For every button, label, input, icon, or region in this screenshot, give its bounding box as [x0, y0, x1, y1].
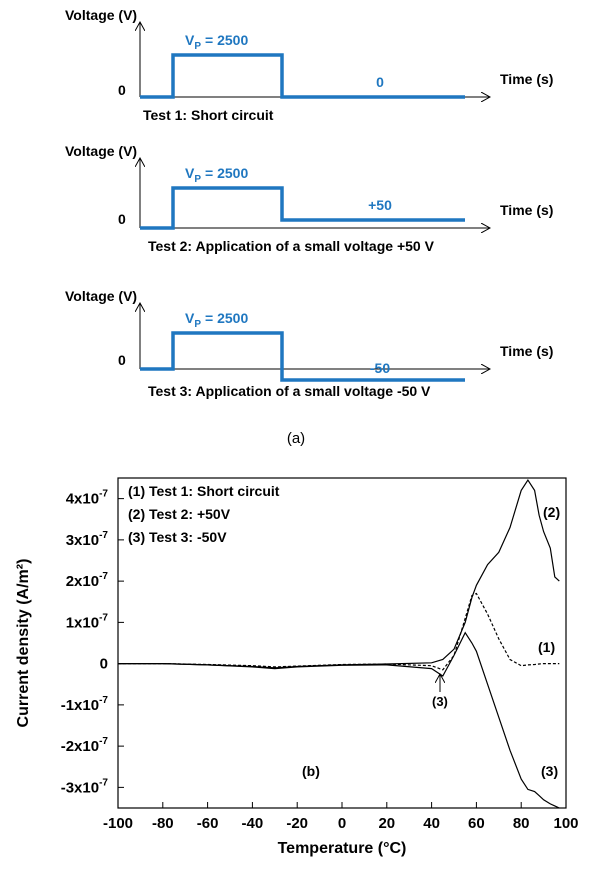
y-tick-label: 3x10-7: [66, 530, 109, 549]
y-tick-label: -1x10-7: [61, 695, 109, 714]
annotation: (3): [541, 763, 558, 779]
pulse-symbol: V: [185, 310, 195, 326]
y-axis-label: Voltage (V): [65, 288, 137, 304]
y-tick-label: 1x10-7: [66, 612, 109, 631]
y-axis-label: Current density (A/m²): [15, 559, 32, 728]
y-axis-label: Voltage (V): [65, 7, 137, 23]
waveform: [140, 53, 465, 99]
pulse-subscript: P: [194, 319, 201, 330]
pulse-label: VP = 2500: [185, 32, 248, 52]
legend-entry: (3) Test 3: -50V: [128, 529, 227, 545]
pulse-symbol: V: [185, 165, 195, 181]
x-tick-label: 80: [513, 815, 530, 832]
y-tick-mantissa: 2x10: [66, 573, 99, 590]
y-tick-mantissa: 4x10: [66, 491, 99, 508]
pulse-value: = 2500: [205, 310, 248, 326]
after-label: 0: [376, 74, 384, 90]
zero-label: 0: [118, 82, 126, 98]
y-tick-exponent: -7: [99, 695, 108, 706]
series-line: [118, 592, 560, 671]
pulse-symbol: V: [185, 32, 195, 48]
y-tick-mantissa: -2x10: [61, 738, 99, 755]
x-tick-label: 100: [553, 815, 578, 832]
y-tick-exponent: -7: [99, 736, 108, 747]
x-tick-label: 60: [468, 815, 485, 832]
pulse-label: VP = 2500: [185, 165, 248, 185]
x-tick-label: -60: [197, 815, 219, 832]
series-line: [118, 631, 560, 809]
waveform: [140, 331, 465, 382]
y-tick-exponent: -7: [99, 571, 108, 582]
y-tick-mantissa: 1x10: [66, 614, 99, 631]
panel-label: (a): [287, 430, 305, 447]
pulse-value: = 2500: [205, 165, 248, 181]
caption: Test 1: Short circuit: [143, 107, 274, 123]
x-axis-label: Time (s): [500, 71, 553, 87]
annotation: (b): [302, 763, 320, 779]
y-tick-exponent: -7: [99, 777, 108, 788]
y-tick-label: 0: [100, 656, 108, 673]
pulse-label: VP = 2500: [185, 310, 248, 330]
plot-frame: [117, 477, 567, 809]
zero-label: 0: [118, 352, 126, 368]
annotation: (1): [538, 639, 555, 655]
x-tick-label: -80: [152, 815, 174, 832]
y-tick-exponent: -7: [99, 612, 108, 623]
after-label: -50: [370, 360, 390, 376]
x-axis-label: Temperature (°C): [278, 840, 407, 857]
x-tick-label: 20: [378, 815, 395, 832]
after-label: +50: [368, 197, 392, 213]
x-tick-label: -40: [242, 815, 264, 832]
annotation: (2): [543, 504, 560, 520]
pulse-subscript: P: [194, 41, 201, 52]
x-axis-label: Time (s): [500, 343, 553, 359]
y-tick-label: 4x10-7: [66, 489, 109, 508]
x-tick-label: 40: [423, 815, 440, 832]
caption: Test 2: Application of a small voltage +…: [148, 238, 435, 254]
y-tick-mantissa: -3x10: [61, 779, 99, 796]
zero-label: 0: [118, 211, 126, 227]
y-axis-label: Voltage (V): [65, 143, 137, 159]
waveform: [140, 186, 465, 230]
pulse-subscript: P: [194, 174, 201, 185]
legend-entry: (1) Test 1: Short circuit: [128, 483, 280, 499]
series-line: [118, 478, 560, 669]
y-tick-label: 2x10-7: [66, 571, 109, 590]
x-tick-label: 0: [338, 815, 346, 832]
y-tick-mantissa: -1x10: [61, 697, 99, 714]
y-tick-exponent: -7: [99, 489, 108, 500]
caption: Test 3: Application of a small voltage -…: [148, 383, 431, 399]
x-tick-label: -20: [286, 815, 308, 832]
legend-entry: (2) Test 2: +50V: [128, 506, 231, 522]
pulse-value: = 2500: [205, 32, 248, 48]
panel-b: -100 -80 -60 -40 -20 0 20 40 60 80 1004x10-73x10-7…: [15, 478, 579, 857]
x-tick-label: -100: [103, 815, 133, 832]
y-tick-mantissa: 3x10: [66, 532, 99, 549]
y-tick-label: -3x10-7: [61, 777, 109, 796]
x-axis-label: Time (s): [500, 202, 553, 218]
y-tick-exponent: -7: [99, 530, 108, 541]
annotation: (3): [432, 694, 448, 709]
y-tick-label: -2x10-7: [61, 736, 109, 755]
